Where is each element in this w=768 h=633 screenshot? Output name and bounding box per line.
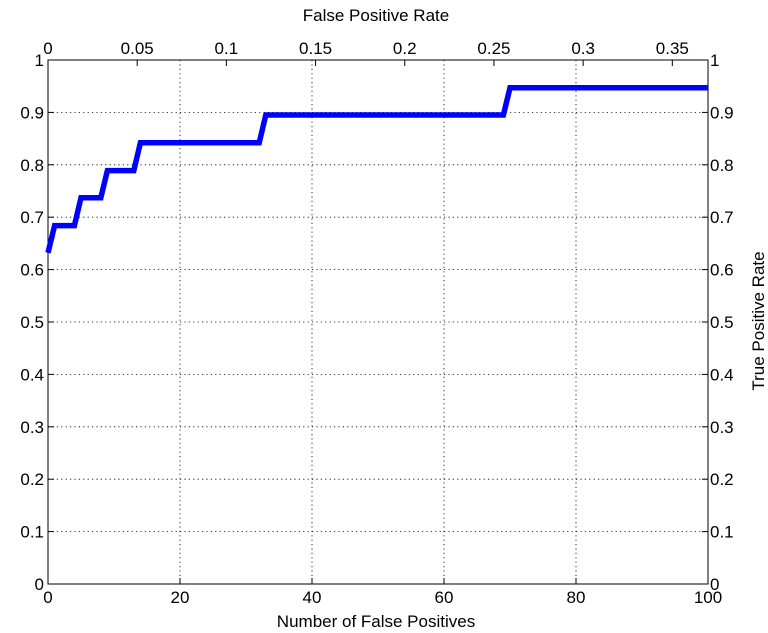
y-right-tick-label: 0.8	[710, 156, 734, 175]
y-left-tick-label: 0.1	[20, 523, 44, 542]
y-right-tick-label: 0.6	[710, 261, 734, 280]
x-bottom-tick-label: 80	[567, 588, 586, 607]
y-right-tick-label: 1	[710, 51, 719, 70]
y-left-tick-label: 0.4	[20, 365, 44, 384]
x-bottom-tick-label: 0	[43, 588, 52, 607]
y-left-tick-label: 0	[35, 575, 44, 594]
x-top-tick-label: 0	[43, 39, 52, 58]
top-tick-labels: 0 0.05 0.1 0.15 0.2 0.25 0.3 0.35	[43, 39, 689, 58]
roc-curve-line	[45, 85, 708, 254]
left-tick-labels: 0 0.1 0.2 0.3 0.4 0.5 0.6 0.7 0.8 0.9 1	[20, 51, 44, 594]
y-right-tick-label: 0	[710, 575, 719, 594]
y-left-tick-label: 0.8	[20, 156, 44, 175]
y-right-tick-label: 0.4	[710, 365, 734, 384]
x-axis-title-top: False Positive Rate	[303, 6, 449, 25]
x-top-tick-label: 0.3	[571, 39, 595, 58]
x-top-tick-label: 0.15	[299, 39, 332, 58]
y-right-tick-label: 0.7	[710, 208, 734, 227]
x-bottom-tick-label: 20	[171, 588, 190, 607]
x-bottom-tick-label: 100	[694, 588, 722, 607]
y-right-tick-label: 0.2	[710, 470, 734, 489]
y-right-tick-label: 0.5	[710, 313, 734, 332]
y-left-tick-label: 1	[35, 51, 44, 70]
x-top-tick-label: 0.35	[656, 39, 689, 58]
y-axis-title-right: True Positive Rate	[749, 251, 768, 390]
x-axis-title-bottom: Number of False Positives	[277, 612, 475, 631]
y-left-tick-label: 0.5	[20, 313, 44, 332]
x-bottom-tick-label: 60	[435, 588, 454, 607]
plot-frame	[47, 59, 709, 585]
x-top-tick-label: 0.25	[477, 39, 510, 58]
x-top-tick-label: 0.05	[121, 39, 154, 58]
right-tick-labels: 0 0.1 0.2 0.3 0.4 0.5 0.6 0.7 0.8 0.9 1	[710, 51, 734, 594]
bottom-tick-labels: 0 20 40 60 80 100	[43, 588, 722, 607]
grid	[48, 60, 708, 584]
y-right-tick-label: 0.3	[710, 418, 734, 437]
y-left-tick-label: 0.7	[20, 208, 44, 227]
y-left-tick-label: 0.6	[20, 261, 44, 280]
y-right-tick-label: 0.9	[710, 103, 734, 122]
y-left-tick-label: 0.9	[20, 103, 44, 122]
y-left-tick-label: 0.3	[20, 418, 44, 437]
x-bottom-tick-label: 40	[303, 588, 322, 607]
y-left-tick-label: 0.2	[20, 470, 44, 489]
series-layer	[45, 85, 708, 254]
x-top-tick-label: 0.1	[215, 39, 239, 58]
y-right-tick-label: 0.1	[710, 523, 734, 542]
x-top-tick-label: 0.2	[393, 39, 417, 58]
